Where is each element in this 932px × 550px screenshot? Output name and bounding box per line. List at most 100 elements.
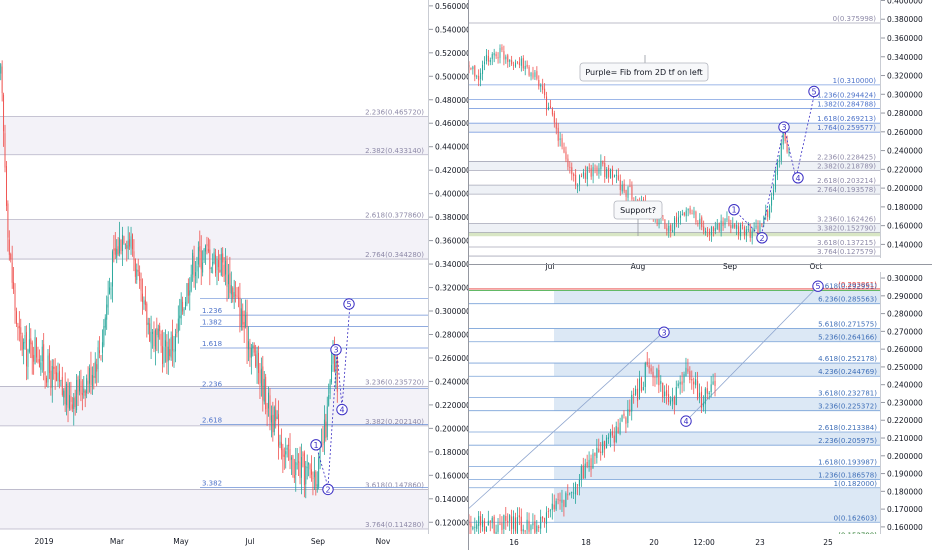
bottom-right-price-axis[interactable]: 0.300000 0.290000 0.280000 0.270000 0.260000… [880,272,932,534]
left-time-axis[interactable]: 2019 Mar May Jul Sep Nov [0,534,428,550]
price-tick-label: 0.460000 [435,119,469,128]
candle-body [242,310,244,325]
candle-body [18,325,20,328]
fib-level-label: 3.382(0.152790) [817,224,876,232]
candle-body [34,337,36,365]
candle-body [177,318,179,332]
candle-body [318,457,320,487]
fib-level-label: 2.618(0.203214) [817,177,876,185]
price-tick-label: 0.220000 [887,416,923,425]
candle-body [13,282,15,290]
candle-body [513,64,515,66]
candle-body [712,226,714,232]
fib-level-label: 3.618(0.232781) [818,390,877,398]
candle-body [260,368,262,387]
fib-level-label: 6.236(0.285563) [818,296,877,304]
bottom-right-chart-pane[interactable]: (0.293861) 6.618(0.292951) 6.236(0.285563)… [468,272,880,534]
price-tick-label: 0.440000 [435,143,469,152]
fib-band [0,116,428,155]
candle-body [548,107,549,110]
top-right-time-axis[interactable]: Jul Aug Sep Oct [468,258,880,272]
candle-body [292,455,294,475]
candle-body [90,367,92,385]
top-right-chart-pane[interactable]: 0(0.375998) 1(0.310000) 1.236(0.294424) 1.3… [468,0,880,258]
bottom-right-chart-svg[interactable]: (0.293861)6.618(0.292951) 6.236(0.285563)… [468,272,880,534]
candle-body [139,271,141,281]
candle-body [233,292,235,298]
candle-body [160,333,162,346]
candle-body [615,426,617,442]
candle-body [689,207,691,214]
candle-body [146,303,148,325]
candle-body [629,186,631,188]
candle-body [514,517,517,532]
candle-body [526,64,528,67]
candle-body [209,249,211,270]
candle-body [509,59,511,62]
candle-body [26,332,27,367]
candle-body [180,299,182,319]
bottom-right-time-axis[interactable]: 16 18 20 12:00 23 25 [468,534,880,550]
top-right-price-axis[interactable]: 0.400000 0.380000 0.360000 0.340000 0.320000… [880,0,932,258]
candle-body [331,365,333,383]
time-tick-label: Aug [631,262,646,271]
candle-body [701,217,703,228]
fib-level-label: 0(0.375998) [833,15,877,23]
fib-level-label: 2.764(0.193578) [817,186,876,194]
candle-body [93,375,95,378]
pane-divider-vertical[interactable] [468,0,469,550]
left-candles [0,60,338,499]
candle-body [588,167,590,169]
candle-body [621,184,623,192]
wave-1-label: 1 [313,441,318,450]
candle-body [203,248,205,261]
top-right-time-axis-svg: Jul Aug Sep Oct [544,262,822,271]
wave-path [733,91,816,238]
candle-body [220,254,222,276]
price-tick-label: 0.220000 [435,401,469,410]
candle-body [526,519,528,530]
left-chart-pane[interactable]: 2.236(0.465720) 2.382(0.433140) 2.618(0.37… [0,0,428,534]
left-chart-svg[interactable]: 2.236(0.465720) 2.382(0.433140) 2.618(0.37… [0,0,428,534]
fib-level-label: (0.152790) [838,532,877,534]
fib-level-label: 3.382(0.202140) [365,418,424,426]
wave-1-circle [310,439,322,451]
fib-band [468,160,880,171]
candle-body [286,447,288,450]
candle-body [57,372,59,381]
candle-body [547,511,549,512]
time-tick-label: 20 [649,538,659,547]
candle-body [596,167,598,175]
candle-body [489,59,491,62]
candle-body [172,334,174,351]
candle-body [683,212,685,216]
time-tick-label: May [173,537,189,546]
trend-line [468,331,665,510]
fib-band [554,487,880,523]
price-tick-label: 0.240000 [887,381,923,390]
fib-band [468,184,880,194]
candle-body [578,479,580,487]
price-tick-label: 0.250000 [887,363,923,372]
top-right-chart-svg[interactable]: 0(0.375998) 1(0.310000) 1.236(0.294424)1.3… [468,0,880,258]
fib-band [554,363,880,377]
candle-body [250,347,252,358]
pane-divider-horizontal[interactable] [468,264,932,265]
candle-body [21,335,23,351]
left-price-axis[interactable]: 0.560000 0.540000 0.520000 0.500000 0.480000… [428,0,469,534]
price-tick-label: 0.360000 [435,237,469,246]
candle-body [77,376,79,395]
candle-body [137,270,139,272]
candle-body [540,516,542,529]
candle-body [695,211,697,222]
fib-level-label: 4.618(0.252178) [818,355,877,363]
candle-body [16,311,17,324]
candle-body [472,527,474,530]
candle-body [79,379,80,392]
fib-level-label: 1.382(0.284788) [817,101,876,109]
candle-body [619,422,621,434]
fib-level-label: 1(0.310000) [833,77,877,85]
candle-body [83,388,85,393]
candle-body [594,168,596,170]
candle-body [530,525,532,531]
